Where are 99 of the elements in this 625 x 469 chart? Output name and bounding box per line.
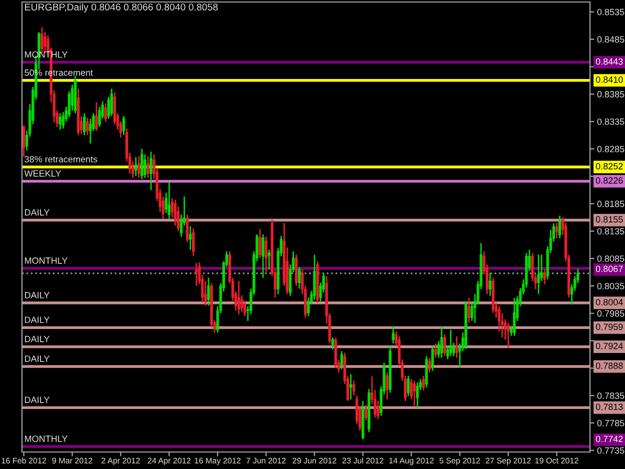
x-tick-label: 16 May 2012: [194, 458, 240, 466]
candlestick: [140, 148, 144, 180]
y-tick-label: 0.8485: [597, 36, 624, 43]
text: 0.8410: [596, 76, 623, 83]
candlestick: [268, 249, 270, 270]
candlestick: [150, 150, 152, 191]
x-tick-label: 27 Sep 2012: [486, 458, 531, 466]
x-tick-label: 14 Aug 2012: [389, 458, 434, 466]
ref-line-label: 38% retracements: [24, 156, 98, 162]
y-tick-label: 0.8085: [597, 255, 624, 262]
text: 0.8226: [596, 177, 623, 184]
text: 0.7924: [596, 342, 623, 350]
chart-title: EURGBP,Daily 0.8046 0.8066 0.8040 0.8058: [25, 3, 218, 12]
candlestick: [122, 115, 126, 136]
candlestick: [440, 326, 443, 358]
candlestick: [168, 181, 170, 220]
candlestick: [416, 382, 419, 408]
candlestick: [434, 342, 437, 358]
y-tick-label: 0.7985: [597, 310, 624, 317]
candlestick: [264, 236, 268, 273]
candlestick: [104, 102, 107, 122]
candlestick: [543, 268, 546, 285]
candlestick: [555, 222, 558, 239]
y-tick-label: 0.8385: [597, 91, 624, 98]
text: 0.7959: [596, 324, 623, 330]
ref-line-label: DAILY: [25, 336, 50, 342]
x-tick-label: 23 Jul 2012: [342, 458, 384, 464]
candlestick: [237, 280, 240, 316]
y-tick-label: 0.8135: [597, 228, 624, 234]
y-tick-label: 0.8185: [597, 200, 624, 208]
y-tick-label: 0.8035: [597, 282, 624, 290]
candlestick: [110, 88, 113, 117]
candlestick: [22, 124, 26, 158]
candlestick: [58, 112, 62, 130]
x-tick-label: 29 Jun 2012: [292, 458, 336, 464]
candlestick: [364, 404, 368, 422]
ref-line-label: MONTHLY: [25, 257, 68, 264]
candlestick: [449, 329, 452, 357]
text: 0.8155: [596, 216, 623, 223]
candlestick: [192, 228, 195, 256]
candlestick: [422, 375, 425, 392]
candlestick: [95, 102, 98, 132]
candlestick: [386, 372, 388, 400]
y-tick-label: 0.7735: [597, 447, 624, 454]
text: 0.7888: [596, 362, 623, 369]
x-tick-label: 24 Apr 2012: [148, 458, 190, 466]
candlestick: [558, 215, 562, 239]
candlestick: [406, 375, 410, 397]
text: 0.7813: [596, 404, 623, 410]
x-tick-label: 7 Jun 2012: [246, 458, 286, 464]
candlestick: [262, 234, 264, 278]
x-tick-label: 5 Sep 2012: [440, 458, 480, 466]
ref-line-label: MONTHLY: [25, 436, 68, 442]
candlestick: [146, 155, 150, 179]
x-tick-label: 9 Mar 2012: [52, 458, 92, 464]
ref-line-label: WEEKLY: [24, 170, 62, 177]
y-tick-label: 0.7785: [597, 420, 624, 426]
y-tick-label: 0.8335: [597, 118, 624, 125]
candlestick: [207, 277, 210, 306]
candlestick: [352, 380, 356, 396]
candlestick: [134, 156, 138, 177]
candlestick: [431, 346, 434, 372]
candlestick: [413, 380, 416, 407]
text: 0.8004: [596, 298, 623, 306]
text: 0.8067: [596, 266, 623, 272]
candlestick: [298, 266, 301, 290]
y-tick-label: 0.8285: [597, 146, 624, 152]
candlestick: [488, 272, 492, 296]
candlestick: [443, 333, 446, 357]
candlestick: [186, 214, 189, 243]
candlestick: [468, 297, 470, 324]
candlestick: [506, 322, 510, 349]
x-tick-label: 19 Oct 2012: [535, 458, 578, 464]
text: 0.7742: [596, 436, 623, 442]
candlestick: [349, 373, 352, 400]
candlestick: [512, 297, 516, 336]
candlestick: [86, 116, 89, 136]
candlestick: [258, 228, 262, 259]
candlestick: [455, 336, 458, 358]
x-tick-label: 2 Apr 2012: [102, 458, 140, 466]
candlestick: [188, 225, 192, 250]
ref-line-label: DAILY: [25, 396, 50, 403]
candlestick: [331, 336, 334, 350]
candlestick: [537, 254, 540, 295]
candlestick: [428, 357, 431, 374]
candlestick: [392, 326, 395, 344]
candlestick: [138, 155, 140, 179]
y-tick-label: 0.7835: [597, 392, 624, 399]
y-tick-label: 0.8535: [597, 8, 624, 16]
candlestick: [340, 350, 344, 370]
candlestick: [195, 262, 198, 287]
candlestick: [83, 112, 86, 136]
text: 0.8443: [596, 58, 623, 65]
text: 0.8252: [596, 163, 623, 170]
ref-line-label: DAILY: [25, 292, 50, 298]
ref-line-label: DAILY: [25, 316, 50, 323]
x-tick-label: 16 Feb 2012: [2, 458, 46, 464]
ref-line-label: DAILY: [25, 356, 50, 362]
ref-line-label: DAILY: [25, 209, 50, 216]
